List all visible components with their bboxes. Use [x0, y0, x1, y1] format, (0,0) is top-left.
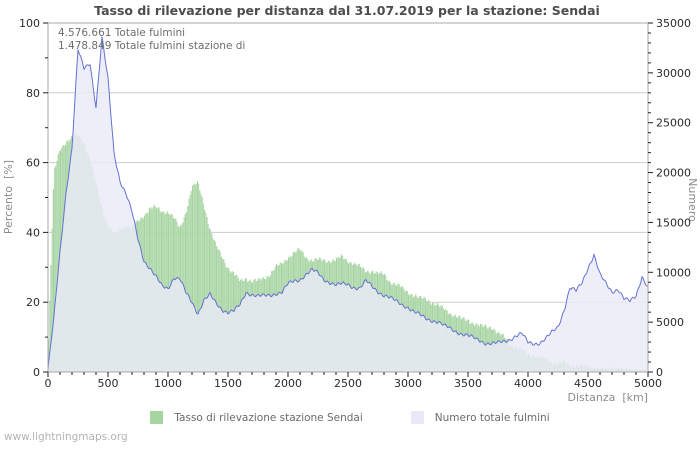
- legend-label-detection-rate: Tasso di rilevazione stazione Sendai: [174, 411, 363, 424]
- detection-rate-bar: [200, 194, 202, 372]
- legend-item-detection-rate: Tasso di rilevazione stazione Sendai: [150, 411, 363, 424]
- detection-rate-bar: [206, 216, 208, 372]
- legend-swatch-detection-rate: [150, 411, 164, 424]
- x-axis-tick-label: 1500: [214, 377, 242, 390]
- detection-rate-bar: [48, 339, 50, 372]
- annotation-station-lightning: 1.478.849 Totale fulmini stazione di: [58, 40, 245, 52]
- detection-rate-bar: [201, 197, 203, 372]
- left-axis-tick-label: 100: [19, 17, 40, 30]
- left-axis-tick-label: 80: [26, 87, 40, 100]
- x-axis-tick-label: 4000: [514, 377, 542, 390]
- detection-rate-bar: [189, 194, 191, 372]
- detection-rate-bar: [199, 190, 201, 372]
- detection-rate-bar: [202, 203, 204, 372]
- x-axis-tick-label: 1000: [154, 377, 182, 390]
- detection-rate-bar: [187, 206, 189, 372]
- detection-rate-bar: [196, 181, 198, 372]
- detection-rate-bar: [52, 189, 54, 372]
- right-axis-tick-label: 10000: [656, 266, 691, 279]
- annotation-total-lightning: 4.576.661 Totale fulmini: [58, 27, 185, 39]
- x-axis-tick-label: 5000: [634, 377, 662, 390]
- x-axis-tick-label: 2500: [334, 377, 362, 390]
- detection-rate-bar: [56, 160, 58, 372]
- right-axis-tick-label: 15000: [656, 216, 691, 229]
- detection-rate-bar: [195, 184, 197, 372]
- x-axis-tick-label: 4500: [574, 377, 602, 390]
- detection-rate-bar: [190, 190, 192, 372]
- x-axis-tick-label: 500: [98, 377, 119, 390]
- legend-item-total-lightning: Numero totale fulmini: [410, 411, 550, 424]
- axis-tick-labels: 0204060801000500010000150002000025000300…: [19, 17, 691, 390]
- x-axis-tick-label: 0: [45, 377, 52, 390]
- chart-title: Tasso di rilevazione per distanza dal 31…: [94, 3, 600, 18]
- detection-rate-bar: [50, 264, 52, 372]
- legend: Tasso di rilevazione stazione Sendai Num…: [0, 411, 700, 424]
- left-axis-tick-label: 60: [26, 157, 40, 170]
- left-axis-title: Percento [%]: [2, 160, 15, 234]
- left-axis-tick-label: 40: [26, 226, 40, 239]
- lightning-count-line: [47, 36, 649, 370]
- lightning-count-fill: [48, 36, 648, 372]
- detection-rate-bar: [51, 228, 53, 372]
- x-axis-tick-label: 3000: [394, 377, 422, 390]
- detection-rate-bar: [193, 183, 195, 372]
- right-axis-tick-label: 30000: [656, 67, 691, 80]
- detection-rate-bar: [186, 211, 188, 372]
- x-axis-tick-label: 3500: [454, 377, 482, 390]
- axis-ticks: [43, 22, 653, 377]
- detection-rate-bar: [198, 183, 200, 372]
- right-axis-tick-label: 25000: [656, 117, 691, 130]
- detection-rate-bar: [192, 185, 194, 372]
- detection-rate-bar: [205, 212, 207, 372]
- x-axis-tick-label: 2000: [274, 377, 302, 390]
- detection-rate-bar: [204, 209, 206, 372]
- left-axis-tick-label: 0: [33, 366, 40, 379]
- detection-rate-bar: [188, 198, 190, 372]
- right-axis-tick-label: 5000: [656, 316, 684, 329]
- detection-rate-bar: [55, 165, 57, 372]
- detection-rate-bar: [49, 300, 51, 372]
- x-axis-title: Distanza [km]: [568, 391, 648, 404]
- right-axis-tick-label: 35000: [656, 17, 691, 30]
- detection-rate-bar: [57, 154, 59, 372]
- detection-rate-bar: [54, 168, 56, 372]
- detection-rate-bar: [194, 184, 196, 372]
- left-axis-tick-label: 20: [26, 296, 40, 309]
- legend-swatch-total-lightning: [410, 411, 424, 424]
- legend-label-total-lightning: Numero totale fulmini: [434, 411, 550, 424]
- watermark: www.lightningmaps.org: [4, 431, 128, 443]
- right-axis-tick-label: 20000: [656, 167, 691, 180]
- lightning-count-area: [47, 36, 649, 372]
- right-axis-title: Numero: [686, 178, 699, 222]
- right-axis-tick-label: 0: [656, 366, 663, 379]
